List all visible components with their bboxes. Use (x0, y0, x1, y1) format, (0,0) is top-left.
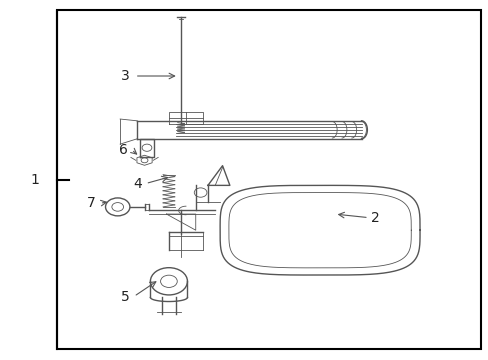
Text: 6: 6 (119, 143, 127, 157)
Text: 7: 7 (87, 196, 96, 210)
Text: 3: 3 (121, 69, 130, 83)
Text: 2: 2 (370, 211, 379, 225)
Text: 4: 4 (133, 177, 142, 190)
Text: 1: 1 (30, 173, 39, 187)
Text: 5: 5 (121, 289, 130, 303)
Bar (57, 10, 480, 348)
